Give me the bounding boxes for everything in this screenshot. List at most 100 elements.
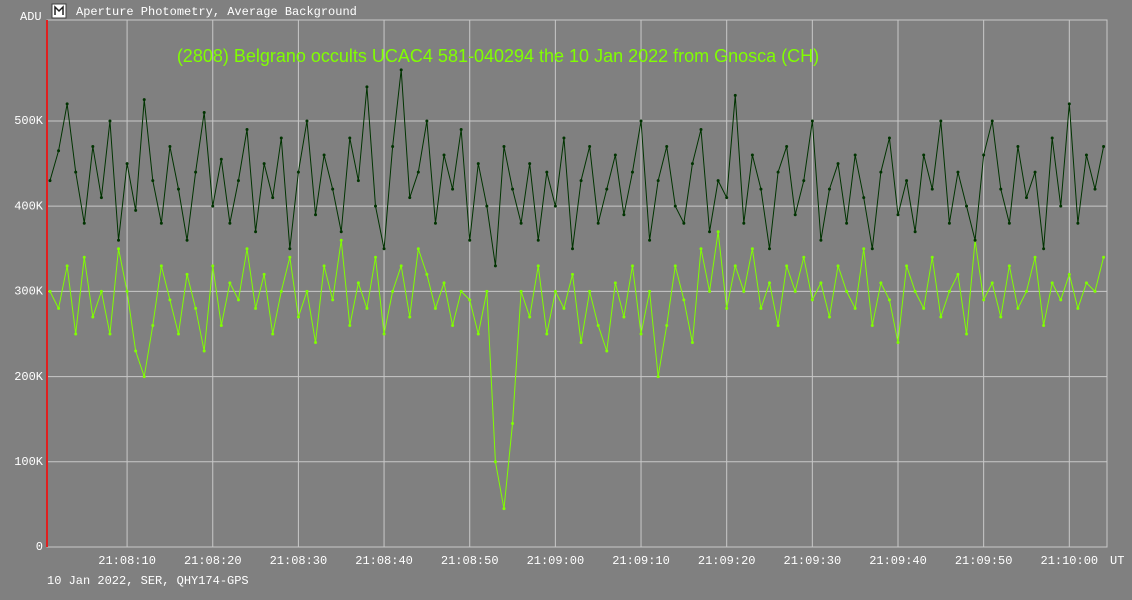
data-point bbox=[896, 213, 900, 217]
data-point bbox=[785, 145, 789, 149]
data-point bbox=[65, 102, 69, 106]
data-point bbox=[331, 187, 335, 191]
x-tick-label: 21:08:30 bbox=[270, 554, 328, 568]
data-point bbox=[836, 162, 840, 166]
data-point bbox=[1093, 289, 1097, 293]
data-point bbox=[536, 238, 540, 242]
data-point bbox=[48, 179, 52, 183]
data-point bbox=[99, 289, 103, 293]
data-point bbox=[1033, 170, 1037, 174]
data-point bbox=[973, 238, 977, 242]
x-tick-label: 21:08:10 bbox=[98, 554, 156, 568]
data-point bbox=[365, 85, 369, 89]
data-point bbox=[108, 119, 112, 123]
y-tick-label: 100K bbox=[14, 455, 44, 469]
x-tick-label: 21:08:20 bbox=[184, 554, 242, 568]
data-point bbox=[305, 119, 309, 123]
data-point bbox=[373, 204, 377, 208]
data-point bbox=[459, 127, 463, 131]
data-point bbox=[425, 272, 429, 276]
data-point bbox=[1016, 306, 1020, 310]
data-point bbox=[588, 145, 592, 149]
data-point bbox=[562, 136, 566, 140]
data-point bbox=[716, 179, 720, 183]
data-point bbox=[990, 119, 994, 123]
data-point bbox=[433, 306, 437, 310]
data-point bbox=[613, 281, 617, 285]
data-point bbox=[82, 221, 86, 225]
data-point bbox=[810, 119, 814, 123]
data-point bbox=[254, 230, 258, 234]
data-point bbox=[142, 375, 146, 379]
series-line bbox=[49, 69, 1105, 266]
data-point bbox=[493, 460, 497, 464]
data-point bbox=[65, 264, 69, 268]
data-point bbox=[1007, 264, 1011, 268]
data-point bbox=[699, 247, 703, 251]
data-point bbox=[759, 187, 763, 191]
data-point bbox=[476, 162, 480, 166]
data-point bbox=[391, 145, 395, 149]
data-point bbox=[913, 230, 917, 234]
y-tick-label: 300K bbox=[14, 285, 44, 299]
data-point bbox=[373, 255, 377, 259]
data-point bbox=[819, 238, 823, 242]
data-point bbox=[305, 289, 309, 293]
data-point bbox=[750, 153, 754, 157]
data-point bbox=[1067, 102, 1071, 106]
data-point bbox=[425, 119, 429, 123]
data-point bbox=[665, 145, 669, 149]
data-point bbox=[151, 179, 155, 183]
data-point bbox=[57, 306, 61, 310]
data-point bbox=[896, 341, 900, 345]
data-point bbox=[579, 341, 583, 345]
x-tick-label: 21:09:30 bbox=[784, 554, 842, 568]
data-point bbox=[468, 298, 472, 302]
data-point bbox=[1076, 221, 1080, 225]
data-point bbox=[142, 98, 146, 102]
data-point bbox=[768, 281, 772, 285]
data-point bbox=[682, 298, 686, 302]
data-point bbox=[939, 119, 943, 123]
data-point bbox=[451, 187, 455, 191]
data-point bbox=[99, 196, 103, 200]
data-point bbox=[314, 341, 318, 345]
data-point bbox=[673, 204, 677, 208]
y-tick-label: 0 bbox=[36, 540, 43, 554]
data-point bbox=[228, 281, 232, 285]
data-point bbox=[271, 196, 275, 200]
data-point bbox=[982, 153, 986, 157]
data-point bbox=[202, 110, 206, 114]
data-point bbox=[939, 315, 943, 319]
data-point bbox=[211, 264, 215, 268]
data-point bbox=[545, 332, 549, 336]
data-point bbox=[622, 315, 626, 319]
data-point bbox=[785, 264, 789, 268]
data-point bbox=[922, 153, 926, 157]
x-tick-label: 21:08:50 bbox=[441, 554, 499, 568]
data-point bbox=[485, 289, 489, 293]
data-point bbox=[245, 127, 249, 131]
data-point bbox=[236, 298, 240, 302]
data-point bbox=[74, 332, 78, 336]
data-point bbox=[596, 323, 600, 327]
data-point bbox=[331, 298, 335, 302]
data-point bbox=[365, 306, 369, 310]
data-point bbox=[348, 136, 352, 140]
data-point bbox=[339, 238, 343, 242]
data-point bbox=[750, 247, 754, 251]
data-point bbox=[725, 306, 729, 310]
data-point bbox=[682, 221, 686, 225]
data-point bbox=[502, 507, 506, 511]
data-point bbox=[862, 196, 866, 200]
data-point bbox=[262, 162, 266, 166]
data-point bbox=[168, 298, 172, 302]
data-point bbox=[622, 213, 626, 217]
data-point bbox=[656, 375, 660, 379]
data-point bbox=[1076, 306, 1080, 310]
data-point bbox=[965, 332, 969, 336]
data-point bbox=[1007, 221, 1011, 225]
data-point bbox=[536, 264, 540, 268]
data-point bbox=[1024, 196, 1028, 200]
